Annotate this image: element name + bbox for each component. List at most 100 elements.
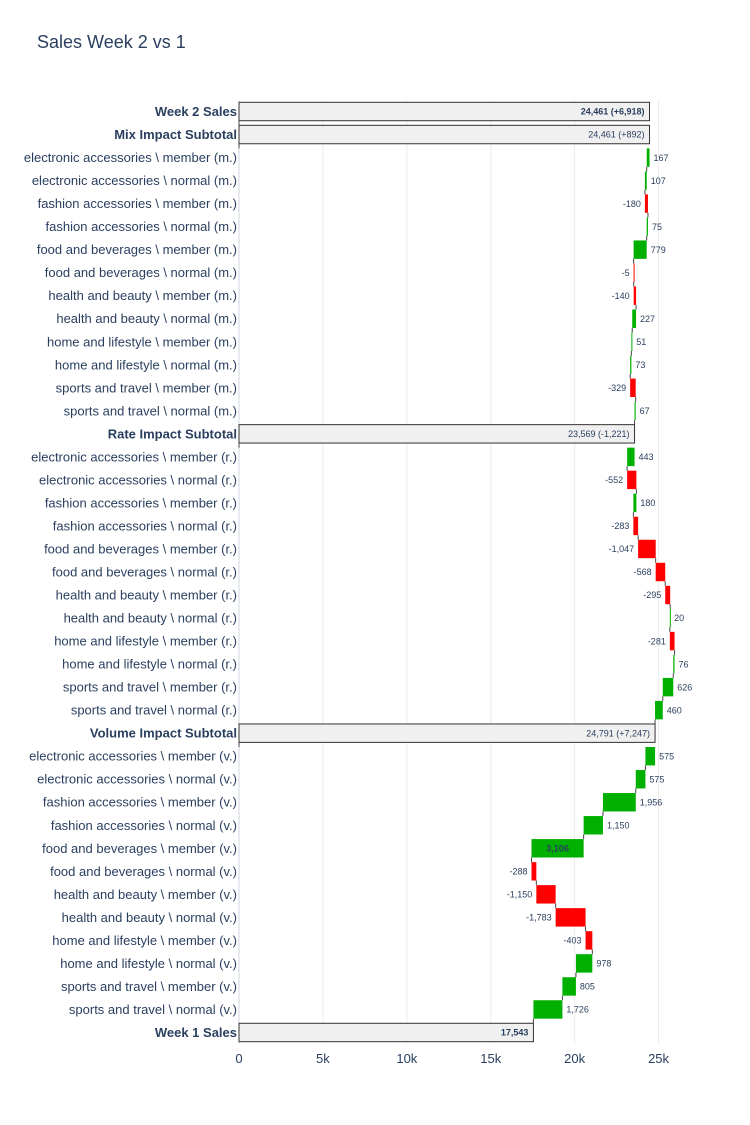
axis-layer: 0 5k 10k 15k 20k 25k <box>235 1051 669 1066</box>
value-label: 227 <box>640 314 655 324</box>
category-label: electronic accessories \ normal (r.) <box>39 472 237 487</box>
category-label: food and beverages \ member (v.) <box>42 841 237 856</box>
category-label: Mix Impact Subtotal <box>114 127 237 142</box>
value-label: -140 <box>612 291 630 301</box>
waterfall-bar <box>602 793 636 812</box>
waterfall-bar <box>633 263 635 282</box>
value-label: -180 <box>623 199 641 209</box>
category-label: sports and travel \ normal (m.) <box>64 403 237 418</box>
chart-title: Sales Week 2 vs 1 <box>37 32 186 52</box>
value-label: -288 <box>509 867 527 877</box>
waterfall-bar <box>631 332 633 351</box>
value-label: 51 <box>636 337 646 347</box>
value-label: 180 <box>640 498 655 508</box>
waterfall-bar <box>531 839 584 858</box>
category-label: sports and travel \ normal (v.) <box>69 1002 237 1017</box>
x-tick-label: 25k <box>648 1051 669 1066</box>
category-label: food and beverages \ member (r.) <box>44 541 237 556</box>
value-label: 24,791 (+7,247) <box>586 728 650 738</box>
waterfall-bar <box>644 194 648 213</box>
category-label: health and beauty \ normal (m.) <box>56 311 237 326</box>
value-label: 1,150 <box>607 820 630 830</box>
category-label: electronic accessories \ member (r.) <box>31 449 237 464</box>
waterfall-bar <box>238 1022 534 1043</box>
value-label: -552 <box>605 475 623 485</box>
value-label: 23,569 (-1,221) <box>568 429 630 439</box>
waterfall-bar <box>633 286 637 305</box>
category-label: health and beauty \ normal (v.) <box>62 910 237 925</box>
value-label: 17,543 <box>501 1028 529 1038</box>
waterfall-bar <box>646 148 650 167</box>
category-label: health and beauty \ normal (r.) <box>64 611 237 626</box>
category-label: electronic accessories \ member (v.) <box>29 749 237 764</box>
bar-layer <box>238 101 675 1043</box>
value-label: -5 <box>622 268 630 278</box>
category-label: fashion accessories \ member (v.) <box>43 795 237 810</box>
waterfall-bar <box>555 908 586 927</box>
waterfall-bar <box>238 424 636 444</box>
waterfall-bar <box>583 816 603 835</box>
category-label: sports and travel \ member (r.) <box>63 680 237 695</box>
category-label: food and beverages \ normal (r.) <box>52 565 237 580</box>
value-label: 3,106 <box>546 843 569 853</box>
value-label: 575 <box>649 774 664 784</box>
category-label: electronic accessories \ member (m.) <box>24 150 237 165</box>
value-label: -281 <box>648 636 666 646</box>
value-label: 24,461 (+6,918) <box>581 107 645 117</box>
category-label: fashion accessories \ normal (r.) <box>53 518 237 533</box>
value-label: -1,047 <box>609 544 635 554</box>
category-label: sports and travel \ member (m.) <box>56 380 237 395</box>
value-label: 76 <box>679 659 689 669</box>
value-label: -568 <box>634 567 652 577</box>
category-label: Week 2 Sales <box>155 104 237 119</box>
waterfall-bar <box>645 746 656 766</box>
category-label: sports and travel \ normal (r.) <box>71 703 237 718</box>
x-tick-label: 0 <box>235 1051 242 1066</box>
waterfall-bar <box>633 493 637 513</box>
waterfall-bar <box>673 654 675 674</box>
waterfall-bar <box>669 608 671 628</box>
value-label: 460 <box>667 705 682 715</box>
value-label: -283 <box>611 521 629 531</box>
waterfall-bar <box>627 470 637 490</box>
waterfall-bar <box>575 954 593 973</box>
category-label: food and beverages \ normal (m.) <box>45 265 237 280</box>
waterfall-bar <box>638 539 656 559</box>
value-label: 779 <box>651 245 666 255</box>
category-label: home and lifestyle \ member (v.) <box>52 933 237 948</box>
category-label: home and lifestyle \ normal (m.) <box>55 357 237 372</box>
category-label: home and lifestyle \ member (r.) <box>54 634 237 649</box>
waterfall-bar <box>655 562 666 582</box>
value-label: -329 <box>608 383 626 393</box>
waterfall-bar <box>630 378 636 398</box>
category-label: food and beverages \ member (m.) <box>37 242 237 257</box>
category-label: home and lifestyle \ member (m.) <box>47 334 237 349</box>
value-label: 1,726 <box>566 1005 589 1015</box>
waterfall-bar <box>531 862 537 881</box>
x-tick-label: 5k <box>316 1051 330 1066</box>
category-label: health and beauty \ member (m.) <box>48 288 237 303</box>
waterfall-bar <box>630 355 632 374</box>
value-label: 575 <box>659 751 674 761</box>
connector-layer <box>238 120 676 1024</box>
category-label: home and lifestyle \ normal (r.) <box>62 657 237 672</box>
category-label: fashion accessories \ member (r.) <box>45 495 237 510</box>
waterfall-bar <box>633 516 639 536</box>
waterfall-bar <box>585 931 593 950</box>
value-label: 73 <box>635 360 645 370</box>
category-label: Volume Impact Subtotal <box>90 726 237 741</box>
category-label: electronic accessories \ normal (v.) <box>37 772 237 787</box>
category-label: fashion accessories \ normal (v.) <box>51 818 237 833</box>
category-label: Week 1 Sales <box>155 1025 237 1040</box>
waterfall-bar <box>238 723 656 743</box>
waterfall-bar <box>662 677 674 697</box>
value-label: 67 <box>640 406 650 416</box>
value-label: 978 <box>596 959 611 969</box>
waterfall-bar <box>634 401 636 421</box>
value-label: 20 <box>674 613 684 623</box>
x-tick-label: 10k <box>396 1051 417 1066</box>
waterfall-bar <box>562 977 576 996</box>
value-label: 443 <box>639 452 654 462</box>
category-label: fashion accessories \ member (m.) <box>38 196 237 211</box>
